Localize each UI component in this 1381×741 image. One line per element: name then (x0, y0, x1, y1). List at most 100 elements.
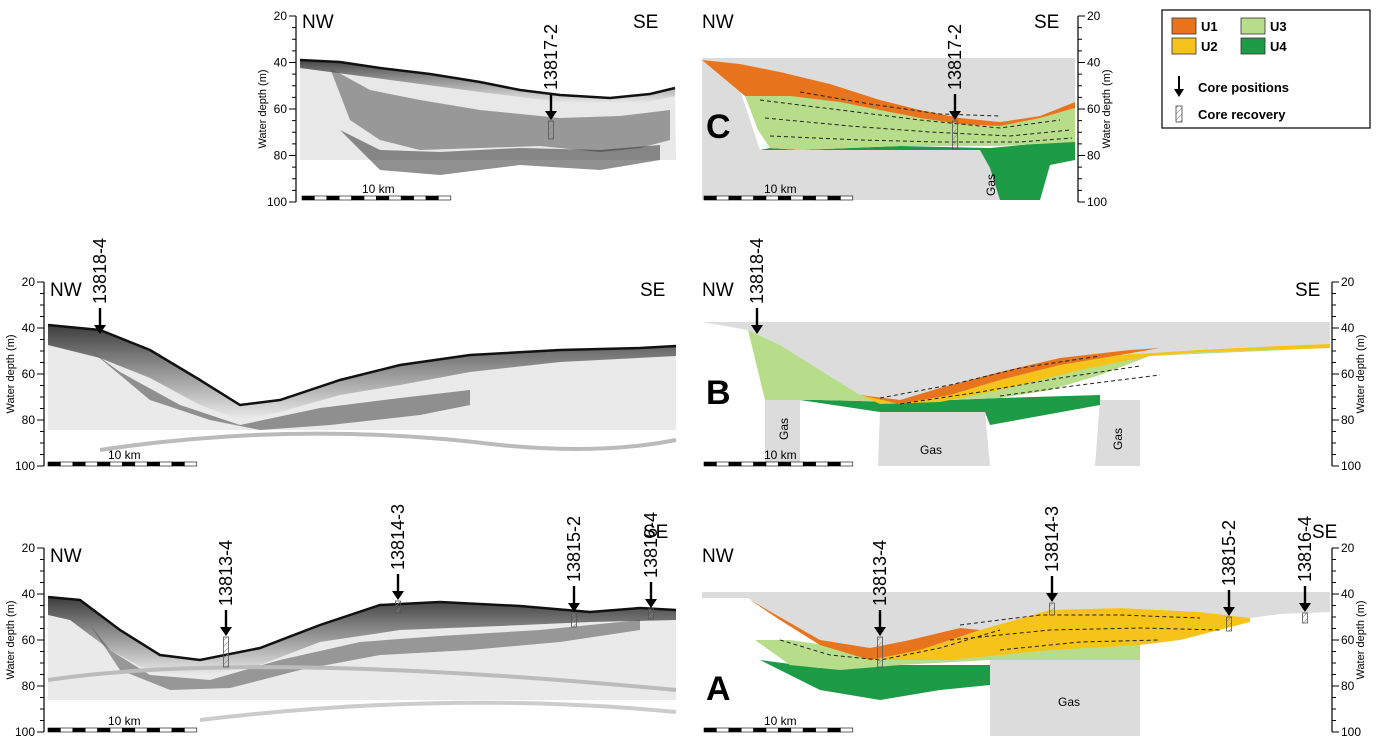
core-id-label: 13816-4 (1295, 516, 1315, 582)
depth-tick-label: 20 (1341, 275, 1355, 289)
core-arrowhead-icon (220, 627, 232, 636)
core-id-label: 13815-2 (1219, 520, 1239, 586)
core-id-label: 13814-3 (388, 504, 408, 570)
nw-label-a-right: NW (702, 546, 734, 567)
core-recovery-bar (1302, 612, 1308, 624)
legend-swatch-u1 (1171, 17, 1197, 35)
panel-letter-c: C (706, 108, 731, 146)
core-arrowhead-icon (1046, 593, 1058, 602)
depth-tick-label: 100 (15, 725, 35, 739)
core-arrowhead-icon (568, 603, 580, 612)
scale-bar-label: 10 km (764, 182, 797, 196)
core-id-label: 13813-4 (870, 540, 890, 606)
gas-label-b2: Gas (920, 443, 942, 457)
depth-axis-label: Water depth (m) (5, 334, 17, 413)
depth-axis-label: Water depth (m) (1355, 600, 1367, 679)
legend-core-positions: Core positions (1198, 80, 1289, 95)
core-recovery-bar (877, 636, 883, 668)
depth-tick-label: 40 (1087, 56, 1101, 70)
nw-label-b-left: NW (50, 280, 82, 301)
depth-tick-label: 100 (267, 195, 287, 209)
legend-core-recovery: Core recovery (1198, 107, 1286, 122)
se-label-c-right: SE (1034, 12, 1059, 33)
core-marker: 13815-2 (1219, 520, 1239, 632)
core-marker: 13813-4 (216, 540, 236, 668)
depth-axis-a-left: 20 40 60 80 100 Water depth (m) (5, 541, 45, 739)
gas-label-c: Gas (984, 174, 998, 196)
direction-labels: NW SE NW SE NW SE NW SE NW SE NW SE (50, 12, 1337, 567)
depth-tick-label: 100 (15, 459, 35, 473)
scale-bar-b-right: 10 km (703, 448, 854, 467)
gas-labels: Gas Gas Gas Gas Gas (777, 174, 1125, 709)
core-arrowhead-icon (545, 111, 557, 120)
core-arrowhead-icon (94, 325, 106, 334)
depth-axis-c-left: 20 40 60 80 100 Water depth (m) (257, 9, 297, 209)
core-markers: 13817-2 13817-2 13818-4 13818-4 13813-4 13813… (90, 24, 1315, 668)
depth-axis-label: Water depth (m) (1355, 334, 1367, 413)
scale-bar-b-left: 10 km (47, 448, 198, 467)
depth-tick-label: 40 (1341, 587, 1355, 601)
core-arrowhead-icon (1223, 607, 1235, 616)
scale-bar-c-left: 10 km (301, 182, 452, 201)
depth-tick-label: 20 (1341, 541, 1355, 555)
core-recovery-bar (548, 120, 554, 140)
depth-tick-label: 40 (22, 587, 36, 601)
depth-tick-label: 60 (274, 102, 288, 116)
legend-swatch-u4 (1240, 37, 1266, 55)
scale-bar-label: 10 km (108, 714, 141, 728)
depth-tick-label: 80 (22, 679, 36, 693)
depth-axis-label: Water depth (m) (257, 69, 269, 148)
core-arrowhead-icon (949, 111, 961, 120)
se-label-c-left: SE (633, 12, 658, 33)
scale-bar-label: 10 km (362, 182, 395, 196)
seismic-profile-c (299, 58, 676, 175)
depth-tick-label: 60 (22, 633, 36, 647)
core-id-label: 13813-4 (216, 540, 236, 606)
core-marker: 13817-2 (541, 24, 561, 140)
seismic-profile-a (47, 595, 677, 722)
depth-tick-label: 100 (1087, 195, 1107, 209)
core-recovery-bar (1226, 616, 1232, 632)
legend-label-u4: U4 (1270, 39, 1287, 54)
scale-bar-label: 10 km (764, 714, 797, 728)
depth-tick-label: 80 (1341, 679, 1355, 693)
core-arrowhead-icon (1299, 603, 1311, 612)
legend-label-u2: U2 (1201, 39, 1218, 54)
core-recovery-bar (571, 612, 577, 628)
core-marker: 13814-3 (1042, 506, 1062, 616)
core-recovery-bar (1049, 602, 1055, 616)
depth-tick-label: 100 (1341, 459, 1361, 473)
core-marker: 13817-2 (945, 24, 965, 150)
core-arrowhead-icon (645, 599, 657, 608)
core-id-label: 13815-2 (564, 516, 584, 582)
interpretation-profile-c (702, 58, 1075, 200)
core-arrowhead-icon (751, 325, 763, 334)
scale-bars: 10 km 10 km 10 km 10 km 10 km 10 km (47, 182, 854, 733)
core-marker: 13815-2 (564, 516, 584, 628)
depth-tick-label: 80 (22, 413, 36, 427)
core-marker: 13816-4 (1295, 516, 1315, 624)
panel-letter-a: A (706, 670, 731, 708)
core-recovery-bar (223, 636, 229, 668)
se-label-b-left: SE (640, 280, 665, 301)
core-id-label: 13818-4 (90, 238, 110, 304)
depth-tick-label: 80 (1341, 413, 1355, 427)
scale-bar-c-right: 10 km (703, 182, 854, 201)
depth-tick-label: 40 (1341, 321, 1355, 335)
depth-tick-label: 60 (1087, 102, 1101, 116)
legend-swatch-u2 (1171, 37, 1197, 55)
depth-tick-label: 40 (274, 56, 288, 70)
se-label-a-left: SE (643, 522, 668, 543)
panel-letter-b: B (706, 374, 731, 412)
se-label-b-right: SE (1295, 280, 1320, 301)
depth-tick-label: 40 (22, 321, 36, 335)
core-marker: 13816-4 (641, 512, 661, 620)
core-id-label: 13817-2 (541, 24, 561, 90)
legend-swatch-u3 (1240, 17, 1266, 35)
depth-tick-label: 20 (22, 541, 36, 555)
core-marker: 13813-4 (870, 540, 890, 668)
gas-label-b3: Gas (1111, 428, 1125, 450)
core-id-label: 13816-4 (641, 512, 661, 578)
core-arrowhead-icon (392, 591, 404, 600)
